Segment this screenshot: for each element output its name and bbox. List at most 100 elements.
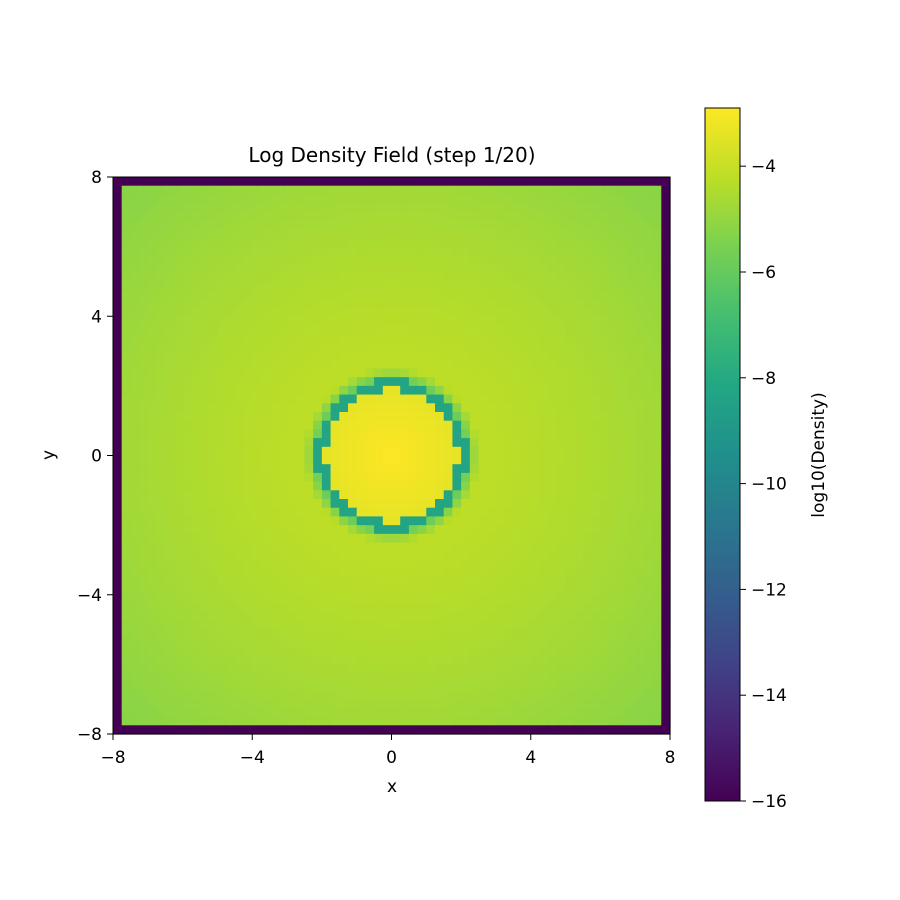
heatmap-cell bbox=[365, 385, 375, 396]
heatmap-cell bbox=[582, 368, 593, 378]
heatmap-cell bbox=[165, 464, 175, 474]
heatmap-cell bbox=[147, 568, 158, 578]
heatmap-cell bbox=[165, 490, 175, 500]
heatmap-cell bbox=[626, 333, 636, 343]
heatmap-cell bbox=[173, 568, 184, 578]
heatmap-cell bbox=[173, 394, 184, 404]
heatmap-cell bbox=[243, 455, 253, 465]
heatmap-cell bbox=[426, 681, 436, 692]
heatmap-cell bbox=[513, 307, 523, 317]
heatmap-cell bbox=[156, 507, 166, 518]
heatmap-cell bbox=[382, 499, 393, 509]
heatmap-cell bbox=[443, 220, 454, 230]
heatmap-cell bbox=[208, 229, 219, 239]
heatmap-cell bbox=[461, 246, 471, 256]
heatmap-cell bbox=[565, 220, 575, 230]
heatmap-cell bbox=[591, 559, 601, 570]
heatmap-cell bbox=[234, 351, 245, 361]
heatmap-cell bbox=[130, 499, 140, 509]
heatmap-cell bbox=[513, 490, 523, 500]
heatmap-cell bbox=[182, 237, 192, 248]
heatmap-cell bbox=[652, 481, 662, 491]
heatmap-cell bbox=[243, 707, 253, 718]
heatmap-cell bbox=[408, 681, 419, 692]
heatmap-cell bbox=[234, 316, 245, 326]
heatmap-cell bbox=[600, 394, 610, 404]
heatmap-cell bbox=[443, 481, 454, 491]
heatmap-cell bbox=[635, 307, 645, 317]
colorbar-tick-label: −8 bbox=[751, 369, 776, 389]
heatmap-cell bbox=[234, 646, 245, 657]
heatmap-cell bbox=[626, 690, 636, 700]
heatmap-cell bbox=[530, 499, 541, 509]
heatmap-cell bbox=[269, 690, 279, 700]
heatmap-cell bbox=[600, 203, 610, 213]
heatmap-cell bbox=[565, 499, 575, 509]
heatmap-cell bbox=[130, 394, 140, 404]
heatmap-cell bbox=[269, 237, 279, 248]
heatmap-cells bbox=[113, 177, 671, 735]
heatmap-cell bbox=[234, 681, 245, 692]
heatmap-cell bbox=[539, 699, 549, 709]
heatmap-cell bbox=[191, 203, 201, 213]
heatmap-cell bbox=[147, 490, 158, 500]
heatmap-cell bbox=[469, 394, 480, 404]
heatmap-cell bbox=[469, 368, 480, 378]
heatmap-cell bbox=[191, 655, 201, 665]
heatmap-cell bbox=[121, 324, 131, 335]
heatmap-cell bbox=[539, 673, 549, 683]
heatmap-cell bbox=[591, 490, 601, 500]
heatmap-cell bbox=[417, 533, 427, 544]
heatmap-cell bbox=[173, 298, 184, 309]
heatmap-cell bbox=[643, 211, 654, 222]
heatmap-cell bbox=[652, 446, 662, 457]
heatmap-cell bbox=[487, 177, 497, 187]
heatmap-cell bbox=[487, 533, 497, 544]
heatmap-cell bbox=[130, 481, 140, 491]
heatmap-cell bbox=[391, 603, 401, 613]
heatmap-cell bbox=[600, 533, 610, 544]
heatmap-cell bbox=[661, 464, 671, 474]
heatmap-cell bbox=[365, 211, 375, 222]
heatmap-cell bbox=[374, 725, 384, 735]
heatmap-cell bbox=[130, 507, 140, 518]
heatmap-cell bbox=[121, 307, 131, 317]
heatmap-cell bbox=[661, 324, 671, 335]
heatmap-cell bbox=[478, 699, 488, 709]
heatmap-cell bbox=[182, 673, 192, 683]
heatmap-cell bbox=[165, 646, 175, 657]
heatmap-cell bbox=[339, 577, 349, 587]
heatmap-cell bbox=[574, 533, 584, 544]
heatmap-cell bbox=[382, 603, 393, 613]
heatmap-cell bbox=[548, 420, 558, 430]
heatmap-cell bbox=[469, 333, 480, 343]
heatmap-cell bbox=[382, 211, 393, 222]
heatmap-cell bbox=[556, 559, 567, 570]
heatmap-cell bbox=[374, 612, 384, 622]
heatmap-cell bbox=[243, 612, 253, 622]
heatmap-cell bbox=[304, 594, 314, 605]
heatmap-cell bbox=[295, 664, 306, 674]
heatmap-cell bbox=[443, 464, 454, 474]
heatmap-cell bbox=[304, 246, 314, 256]
heatmap-cell bbox=[113, 403, 123, 413]
heatmap-cell bbox=[643, 516, 654, 526]
heatmap-cell bbox=[287, 351, 297, 361]
heatmap-cell bbox=[191, 368, 201, 378]
heatmap-cell bbox=[330, 620, 340, 631]
heatmap-cell bbox=[539, 403, 549, 413]
heatmap-cell bbox=[269, 411, 279, 422]
heatmap-cell bbox=[609, 385, 619, 396]
heatmap-cell bbox=[443, 577, 454, 587]
heatmap-cell bbox=[600, 272, 610, 283]
heatmap-cell bbox=[469, 638, 480, 648]
heatmap-cell bbox=[495, 255, 506, 265]
heatmap-cell bbox=[461, 272, 471, 283]
heatmap-cell bbox=[391, 211, 401, 222]
heatmap-cell bbox=[252, 707, 262, 718]
heatmap-cell bbox=[173, 525, 184, 535]
colorbar-tick-label: −10 bbox=[751, 475, 787, 495]
heatmap-cell bbox=[191, 586, 201, 596]
heatmap-cell bbox=[617, 681, 628, 692]
heatmap-cell bbox=[452, 211, 462, 222]
